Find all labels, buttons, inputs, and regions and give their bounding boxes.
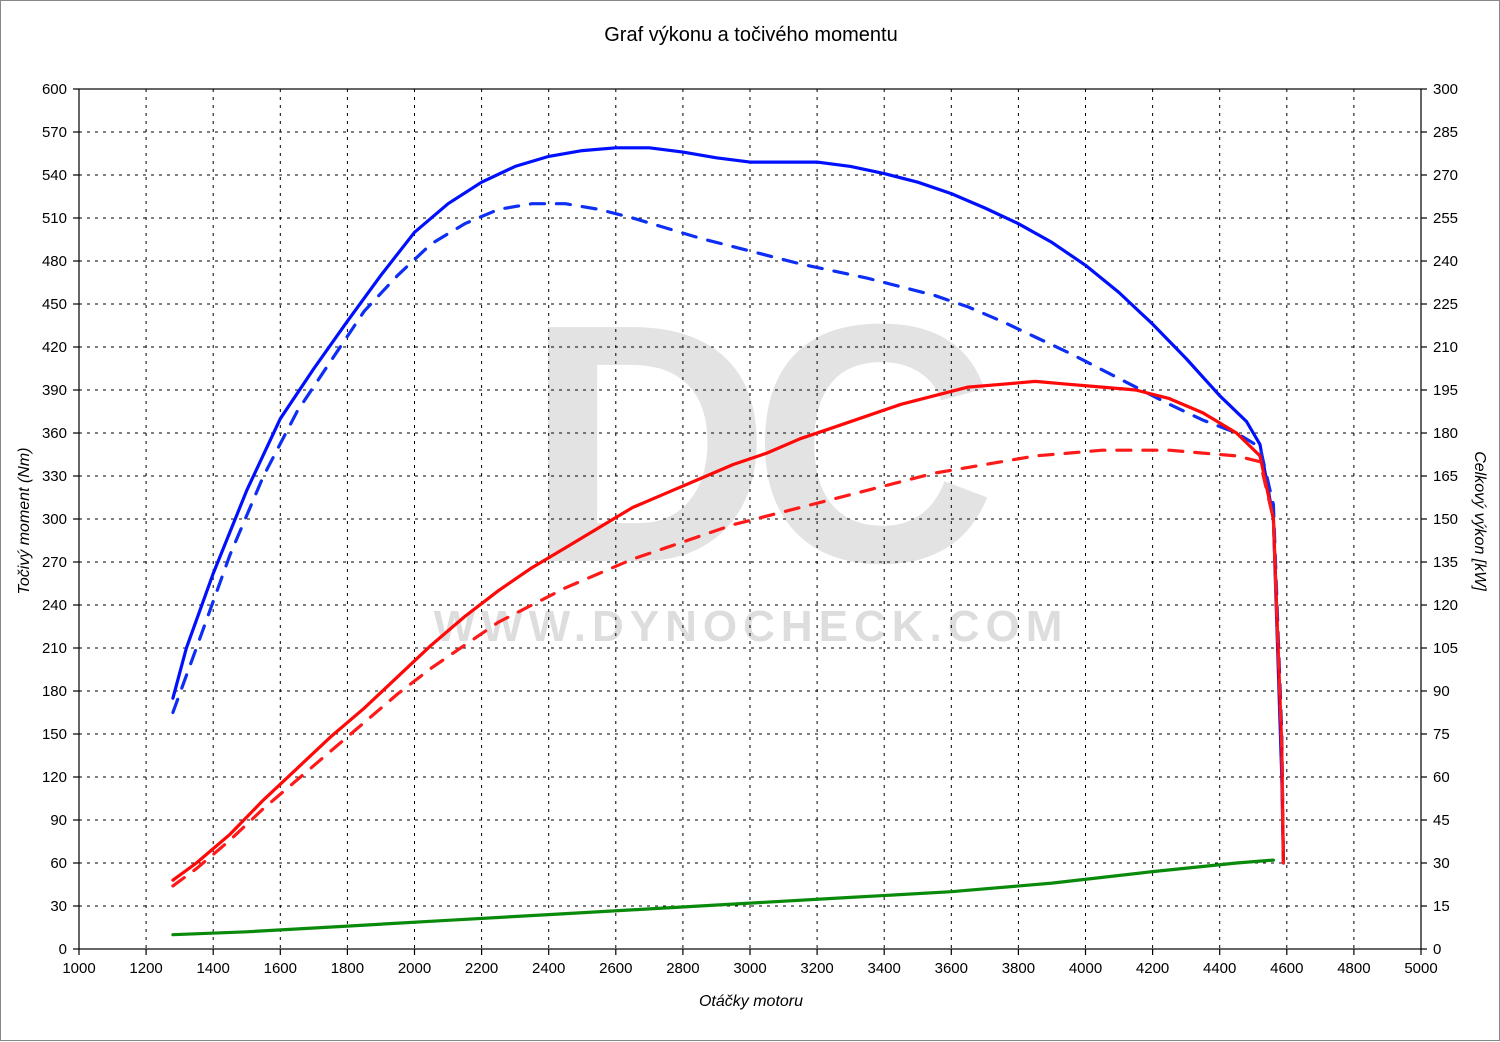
svg-text:360: 360 xyxy=(42,425,67,442)
svg-text:330: 330 xyxy=(42,468,67,485)
svg-text:510: 510 xyxy=(42,210,67,227)
y-left-tick-labels: 0 30 60 90 120 150 180 210 240 270 300 330 360 390 420… xyxy=(42,81,67,958)
dyno-chart: DC WWW.DYNOCHECK.COM 1000120014001600180… xyxy=(1,1,1500,1042)
svg-text:1200: 1200 xyxy=(129,960,162,977)
svg-text:3800: 3800 xyxy=(1002,960,1035,977)
svg-text:540: 540 xyxy=(42,167,67,184)
svg-text:300: 300 xyxy=(1433,81,1458,98)
svg-text:15: 15 xyxy=(1433,898,1450,915)
svg-text:90: 90 xyxy=(1433,683,1450,700)
y-right-tick-labels: 0 15 30 45 60 75 90 105 120 135 150 165 180 195 210 225… xyxy=(1433,81,1458,958)
svg-text:75: 75 xyxy=(1433,726,1450,743)
svg-text:105: 105 xyxy=(1433,640,1458,657)
chart-title: Graf výkonu a točivého momentu xyxy=(604,24,897,46)
svg-text:1400: 1400 xyxy=(197,960,230,977)
svg-text:4800: 4800 xyxy=(1337,960,1370,977)
y-left-axis-label: Točivý moment (Nm) xyxy=(16,448,33,595)
svg-text:450: 450 xyxy=(42,296,67,313)
watermark-url: WWW.DYNOCHECK.COM xyxy=(434,602,1069,651)
series-loss-power xyxy=(173,860,1274,935)
svg-text:570: 570 xyxy=(42,124,67,141)
svg-text:225: 225 xyxy=(1433,296,1458,313)
svg-text:2000: 2000 xyxy=(398,960,431,977)
svg-text:390: 390 xyxy=(42,382,67,399)
svg-text:240: 240 xyxy=(1433,253,1458,270)
svg-text:3600: 3600 xyxy=(935,960,968,977)
svg-text:600: 600 xyxy=(42,81,67,98)
svg-text:2600: 2600 xyxy=(599,960,632,977)
svg-text:150: 150 xyxy=(1433,511,1458,528)
svg-text:285: 285 xyxy=(1433,124,1458,141)
svg-text:270: 270 xyxy=(42,554,67,571)
svg-text:165: 165 xyxy=(1433,468,1458,485)
watermark-big: DC xyxy=(525,254,990,634)
svg-text:45: 45 xyxy=(1433,812,1450,829)
svg-text:480: 480 xyxy=(42,253,67,270)
svg-text:5000: 5000 xyxy=(1404,960,1437,977)
svg-text:300: 300 xyxy=(42,511,67,528)
svg-text:60: 60 xyxy=(1433,769,1450,786)
svg-text:2200: 2200 xyxy=(465,960,498,977)
x-tick-labels: 1000 1200 1400 1600 1800 2000 2200 2400 2600 2800… xyxy=(62,960,1437,977)
svg-text:270: 270 xyxy=(1433,167,1458,184)
svg-text:420: 420 xyxy=(42,339,67,356)
svg-text:135: 135 xyxy=(1433,554,1458,571)
x-axis-label: Otáčky motoru xyxy=(699,993,803,1010)
svg-text:4200: 4200 xyxy=(1136,960,1169,977)
svg-text:1800: 1800 xyxy=(331,960,364,977)
svg-text:240: 240 xyxy=(42,597,67,614)
svg-text:60: 60 xyxy=(50,855,67,872)
svg-text:4000: 4000 xyxy=(1069,960,1102,977)
svg-text:3000: 3000 xyxy=(733,960,766,977)
svg-text:30: 30 xyxy=(1433,855,1450,872)
svg-text:0: 0 xyxy=(1433,941,1441,958)
svg-text:90: 90 xyxy=(50,812,67,829)
svg-text:0: 0 xyxy=(59,941,67,958)
y-right-axis-label: Celkový výkon [kW] xyxy=(1471,451,1488,591)
chart-frame: { "chart": { "type": "line", "title": "G… xyxy=(0,0,1500,1041)
svg-text:255: 255 xyxy=(1433,210,1458,227)
svg-text:210: 210 xyxy=(1433,339,1458,356)
svg-text:210: 210 xyxy=(42,640,67,657)
svg-text:3200: 3200 xyxy=(800,960,833,977)
svg-text:1000: 1000 xyxy=(62,960,95,977)
svg-text:4400: 4400 xyxy=(1203,960,1236,977)
svg-text:120: 120 xyxy=(1433,597,1458,614)
svg-text:4600: 4600 xyxy=(1270,960,1303,977)
svg-text:120: 120 xyxy=(42,769,67,786)
svg-text:2800: 2800 xyxy=(666,960,699,977)
svg-text:30: 30 xyxy=(50,898,67,915)
svg-text:2400: 2400 xyxy=(532,960,565,977)
svg-text:180: 180 xyxy=(42,683,67,700)
svg-text:150: 150 xyxy=(42,726,67,743)
svg-text:195: 195 xyxy=(1433,382,1458,399)
svg-text:1600: 1600 xyxy=(264,960,297,977)
svg-text:3400: 3400 xyxy=(868,960,901,977)
svg-text:180: 180 xyxy=(1433,425,1458,442)
